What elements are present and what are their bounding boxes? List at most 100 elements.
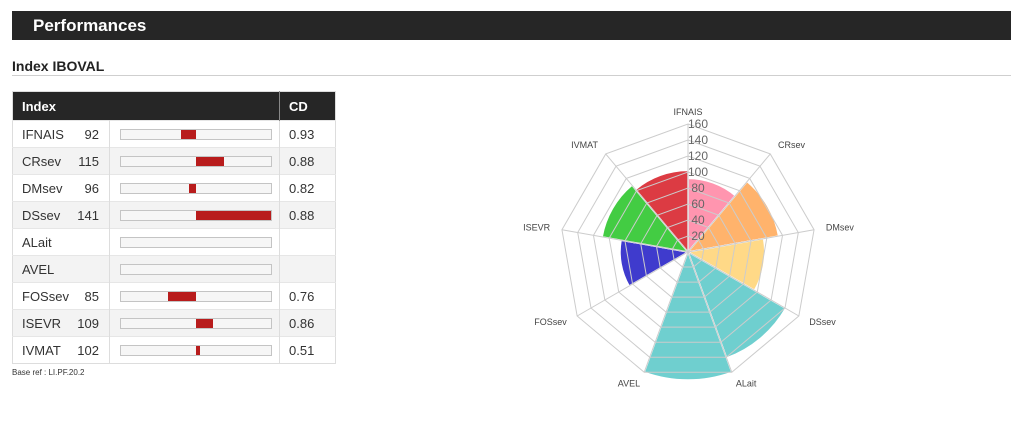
index-bar-cell [109,174,280,202]
table-row: DMsev 96 0.82 [12,174,336,202]
radial-tick-label: 140 [688,133,708,147]
index-bar-fill [181,129,196,139]
index-bar-track [120,263,272,275]
index-bar-fill [196,345,200,355]
grid-spoke [561,229,689,253]
cd-value: 0.82 [279,174,336,202]
cd-value [279,228,336,256]
index-bar-fill [167,291,196,301]
table-row: AVEL [12,255,336,283]
radial-tick-label: 160 [688,117,708,131]
grid-ring [608,171,768,328]
index-table: Index CD IFNAIS 92 0.93 CRsev 115 0.88 DMsev 96… [12,91,336,364]
index-value: 141 [69,201,110,229]
grid-spoke [687,153,771,253]
index-bar-track [120,236,272,248]
index-name: DSsev [12,201,70,229]
category-label: FOSsev [534,317,567,327]
index-bar-cell [109,309,280,337]
index-bar-track [120,155,272,167]
index-value: 85 [69,282,110,310]
index-bar-track [120,128,272,140]
cd-value: 0.76 [279,282,336,310]
index-bar-cell [109,228,280,256]
cd-value: 0.88 [279,201,336,229]
grid-ring [655,219,721,283]
table-row: IVMAT 102 0.51 [12,336,336,364]
section-title: Index IBOVAL [12,58,105,74]
index-value: 102 [69,336,110,364]
grid-ring [592,155,784,343]
grid-ring [624,187,752,313]
index-bar-track [120,182,272,194]
table-row: DSsev 141 0.88 [12,201,336,229]
index-bar-track [120,209,272,221]
category-label: ALait [736,379,757,389]
table-row: ISEVR 109 0.86 [12,309,336,337]
index-bar-cell [109,336,280,364]
index-value: 96 [69,174,110,202]
grid-ring [561,123,815,373]
index-value: 115 [69,147,110,175]
page-title: Performances [33,16,147,35]
radial-tick-label: 80 [691,181,705,195]
index-bar-cell [109,282,280,310]
index-bar-fill [196,210,271,220]
table-row: IFNAIS 92 0.93 [12,120,336,148]
category-label: ISEVR [523,223,551,233]
table-row: FOSsev 85 0.76 [12,282,336,310]
base-ref-note: Base ref : LI.PF.20.2 [12,368,85,377]
index-name: IVMAT [12,336,70,364]
cd-column-header: CD [279,91,336,121]
index-bar-fill [188,183,196,193]
cd-value: 0.51 [279,336,336,364]
radial-tick-label: 100 [688,165,708,179]
cd-value [279,255,336,283]
cd-value: 0.93 [279,120,336,148]
table-row: CRsev 115 0.88 [12,147,336,175]
index-name: CRsev [12,147,70,175]
index-name: DMsev [12,174,70,202]
index-value: 92 [69,120,110,148]
grid-spoke [687,251,800,317]
category-label: DSsev [809,317,836,327]
grid-spoke [643,251,689,373]
category-label: DMsev [826,223,855,233]
category-label: AVEL [618,379,640,389]
grid-ring [671,235,705,268]
category-label: IFNAIS [673,107,702,117]
index-bar-cell [109,120,280,148]
index-bar-cell [109,147,280,175]
table-row: ALait [12,228,336,256]
category-label: CRsev [778,140,806,150]
section-divider [12,75,1011,76]
grid-spoke [576,251,689,317]
index-bar-fill [196,318,213,328]
grid-spoke [687,251,733,373]
grid-ring [577,139,799,358]
index-name: AVEL [12,255,70,283]
grid-spoke [687,229,815,253]
sector-crsev [686,180,780,254]
table-header-row: Index CD [12,91,336,121]
index-value [69,255,110,283]
cd-value: 0.86 [279,309,336,337]
index-name: ISEVR [12,309,70,337]
index-bar-cell [109,255,280,283]
sector-alait [643,249,733,381]
index-name: FOSsev [12,282,70,310]
grid-ring [640,203,736,298]
index-bar-track [120,317,272,329]
sector-dssev [686,250,787,359]
index-name: ALait [12,228,70,256]
index-bar-track [120,344,272,356]
index-bar-cell [109,201,280,229]
radial-tick-label: 60 [691,197,705,211]
index-column-header: Index [12,91,280,121]
index-bar-fill [196,156,225,166]
index-value: 109 [69,309,110,337]
radial-tick-label: 40 [691,213,705,227]
index-bar-track [120,290,272,302]
performances-header: Performances [12,11,1011,40]
